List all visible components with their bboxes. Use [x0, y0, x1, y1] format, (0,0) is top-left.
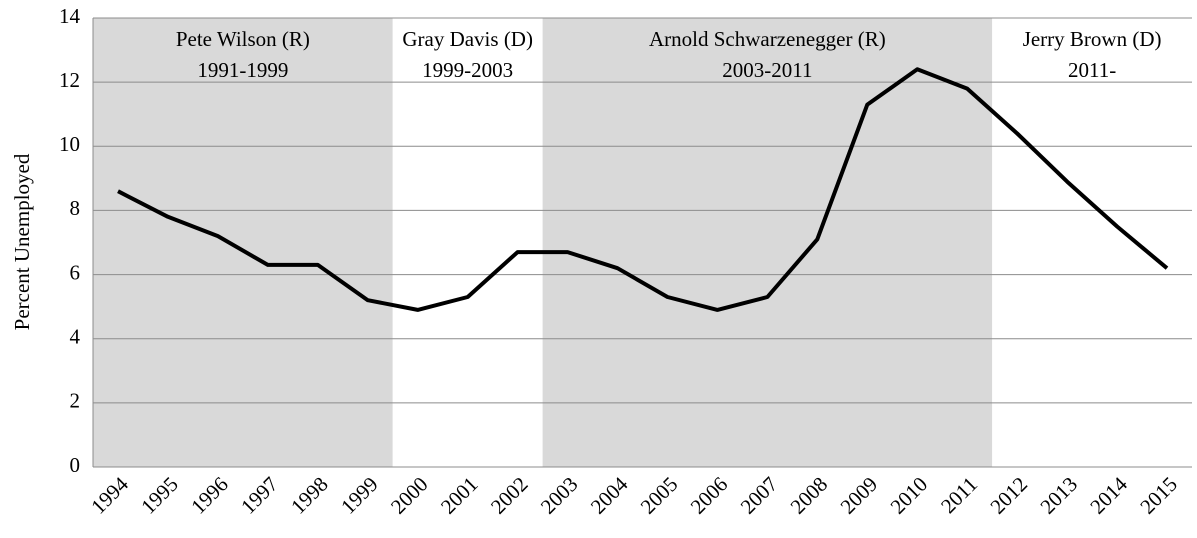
y-tick-label: 12: [59, 68, 80, 92]
x-tick-label: 2008: [786, 472, 833, 519]
x-tick-label: 2015: [1135, 472, 1182, 519]
y-tick-label: 2: [70, 389, 81, 413]
x-tick-label: 1997: [236, 472, 283, 519]
x-tick-label: 2010: [886, 472, 933, 519]
x-tick-label: 2005: [636, 472, 683, 519]
x-tick-label: 2011: [936, 472, 982, 518]
region-name: Arnold Schwarzenegger (R): [649, 27, 886, 51]
region-shade: [542, 18, 993, 467]
y-tick-label: 4: [70, 325, 81, 349]
region-years: 2011-: [1068, 58, 1116, 82]
y-tick-label: 14: [59, 4, 81, 28]
grid: [93, 17, 1192, 468]
region-years: 1999-2003: [422, 58, 513, 82]
y-axis-title: Percent Unemployed: [10, 153, 34, 330]
line-series: [117, 67, 1169, 312]
y-tick-label: 6: [70, 260, 81, 284]
x-tick-label: 2009: [836, 472, 883, 519]
regions: [93, 18, 1192, 467]
region-years: 2003-2011: [722, 58, 812, 82]
region-name: Jerry Brown (D): [1023, 27, 1162, 51]
x-tick-label: 1998: [286, 472, 333, 519]
x-tick-label: 2013: [1035, 472, 1082, 519]
x-tick-label: 2012: [985, 472, 1032, 519]
x-tick-label: 2001: [436, 472, 483, 519]
x-tick-label: 2002: [486, 472, 533, 519]
x-tick-label: 1996: [186, 472, 233, 519]
region-shade: [992, 18, 1192, 467]
x-tick-label: 2007: [736, 472, 783, 519]
x-tick-label: 1995: [136, 472, 183, 519]
x-tick-label: 2000: [386, 472, 433, 519]
x-tick-label: 1999: [336, 472, 383, 519]
y-tick-label: 10: [59, 132, 80, 156]
x-tick-label: 2006: [686, 472, 733, 519]
x-tick-label: 1994: [86, 472, 133, 519]
y-tick-label: 0: [70, 453, 81, 477]
region-years: 1991-1999: [197, 58, 288, 82]
region-name: Gray Davis (D): [402, 27, 533, 51]
y-tick-label: 8: [70, 196, 81, 220]
x-tick-label: 2014: [1085, 472, 1132, 519]
region-shade: [93, 18, 393, 467]
region-name: Pete Wilson (R): [176, 27, 310, 51]
x-tick-label: 2004: [586, 472, 633, 519]
x-tick-label: 2003: [536, 472, 583, 519]
region-shade: [392, 18, 543, 467]
